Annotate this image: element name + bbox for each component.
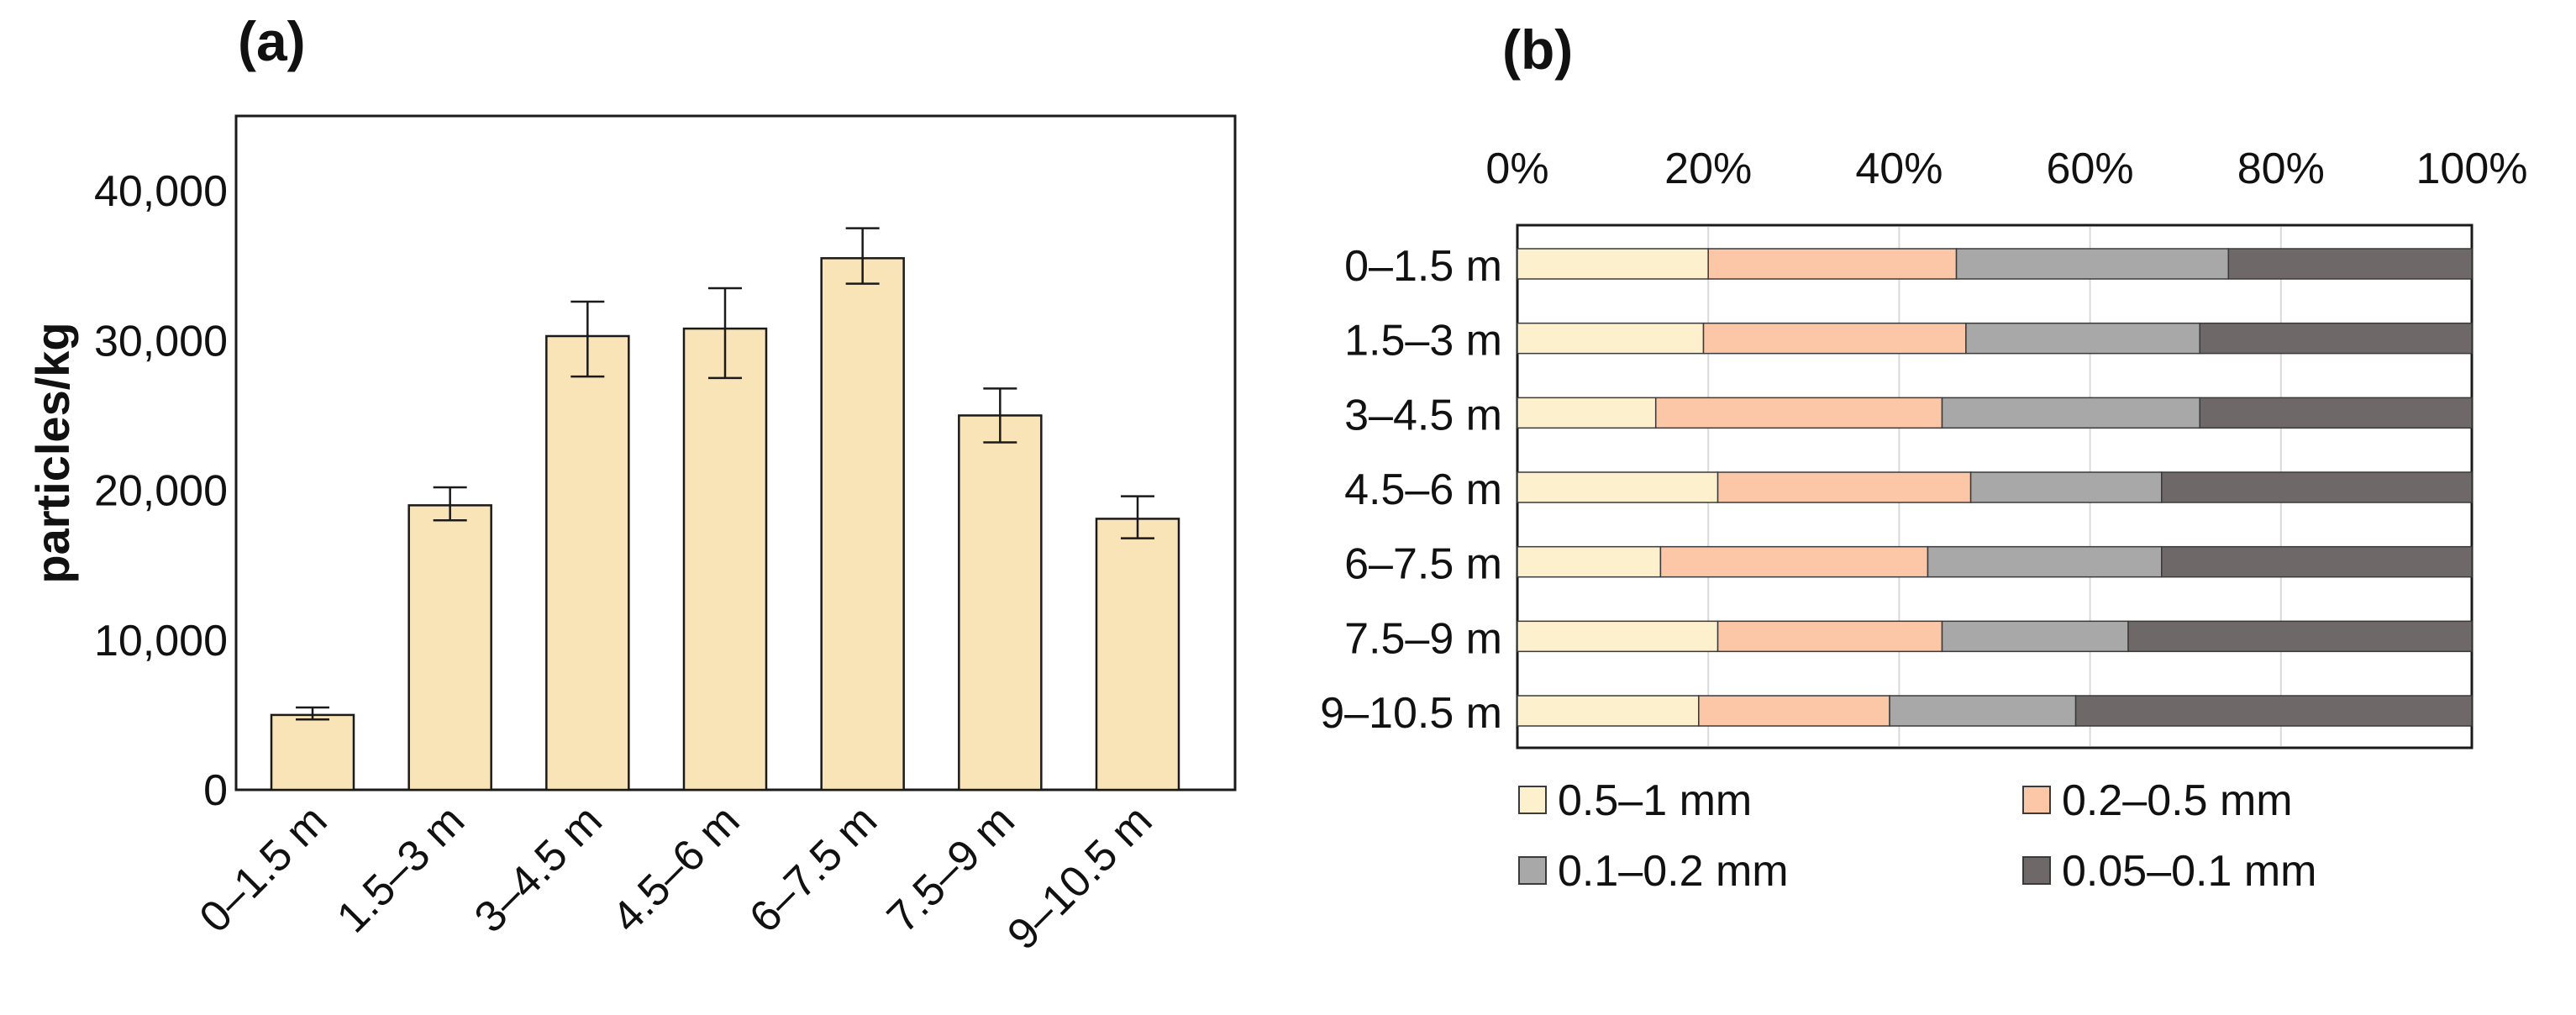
stacked-segment xyxy=(2227,248,2473,280)
stacked-segment xyxy=(1654,397,1943,429)
legend-swatch xyxy=(2022,786,2051,814)
bar xyxy=(1095,518,1180,791)
y-tick-label: 0–1.5 m xyxy=(1344,242,1502,291)
bar xyxy=(545,334,630,791)
stacked-bar-chart-size-fractions: 0% 20% 40% 60% 80% 100% 0–1.5 m 1.5–3 m 3–4.5 m 4… xyxy=(1320,145,2527,896)
legend-label: 0.1–0.2 mm xyxy=(1558,847,1789,896)
legend-label: 0.2–0.5 mm xyxy=(2062,776,2293,825)
x-tick-label: 100% xyxy=(2416,145,2528,193)
x-tick-label: 6–7.5 m xyxy=(740,796,886,942)
stacked-segment xyxy=(1716,471,1972,503)
y-tick-label: 0 xyxy=(203,766,228,815)
stacked-segment xyxy=(2127,620,2473,653)
stacked-segment xyxy=(1517,620,1719,653)
legend-label: 0.05–0.1 mm xyxy=(2062,847,2317,896)
y-tick-label: 7.5–9 m xyxy=(1344,614,1502,663)
bar-chart-particles: 0 10,000 20,000 30,000 40,000 particles/kg 0–1… xyxy=(26,114,1237,960)
legend-swatch xyxy=(1518,786,1547,814)
panel-a-label: (a) xyxy=(238,10,306,72)
y-tick-label: 4.5–6 m xyxy=(1344,465,1502,514)
y-axis-label: particles/kg xyxy=(26,322,79,583)
legend-swatch xyxy=(1518,856,1547,885)
stacked-segment xyxy=(1941,620,2129,653)
bar xyxy=(682,327,768,791)
bar xyxy=(270,713,355,791)
x-tick-label: 20% xyxy=(1664,145,1752,193)
stacked-segment xyxy=(2199,322,2473,355)
y-tick-label: 3–4.5 m xyxy=(1344,391,1502,439)
stacked-segment xyxy=(1716,620,1943,653)
stacked-segment xyxy=(1517,322,1705,355)
y-tick-label: 10,000 xyxy=(94,617,228,665)
x-tick-label: 80% xyxy=(2237,145,2325,193)
stacked-segment xyxy=(1698,695,1890,727)
stacked-segment xyxy=(2161,471,2473,503)
y-tick-label: 20,000 xyxy=(94,467,228,516)
y-tick-label: 1.5–3 m xyxy=(1344,317,1502,366)
x-tick-label: 0–1.5 m xyxy=(191,796,337,942)
stacked-segment xyxy=(1517,545,1662,578)
y-tick-label: 9–10.5 m xyxy=(1320,689,1502,738)
y-tick-label: 30,000 xyxy=(94,317,228,366)
legend-swatch xyxy=(2022,856,2051,885)
bar xyxy=(958,414,1043,791)
y-tick-label: 6–7.5 m xyxy=(1344,540,1502,589)
stacked-segment xyxy=(1517,695,1700,727)
stacked-segment xyxy=(1517,397,1657,429)
stacked-segment xyxy=(1955,248,2230,280)
bar xyxy=(407,504,492,791)
stacked-segment xyxy=(1517,248,1709,280)
x-tick-label: 0% xyxy=(1485,145,1548,193)
x-tick-label: 3–4.5 m xyxy=(465,796,612,942)
stacked-segment xyxy=(1659,545,1929,578)
x-tick-label: 1.5–3 m xyxy=(328,796,474,942)
stacked-segment xyxy=(2161,545,2473,578)
x-tick-label: 4.5–6 m xyxy=(603,796,749,942)
panel-b-label: (b) xyxy=(1502,18,1573,81)
stacked-segment xyxy=(1889,695,2077,727)
stacked-segment xyxy=(2074,695,2473,727)
legend-label: 0.5–1 mm xyxy=(1558,776,1752,825)
stacked-segment xyxy=(2199,397,2473,429)
stacked-segment xyxy=(1969,471,2163,503)
y-tick-label: 40,000 xyxy=(94,167,228,216)
stacked-segment xyxy=(1941,397,2200,429)
stacked-segment xyxy=(1707,248,1958,280)
bar xyxy=(820,257,905,791)
x-tick-label: 40% xyxy=(1855,145,1943,193)
stacked-segment xyxy=(1702,322,1967,355)
stacked-segment xyxy=(1927,545,2163,578)
stacked-segment xyxy=(1965,322,2200,355)
stacked-segment xyxy=(1517,471,1719,503)
x-tick-label: 9–10.5 m xyxy=(998,796,1161,959)
x-tick-label: 60% xyxy=(2047,145,2134,193)
